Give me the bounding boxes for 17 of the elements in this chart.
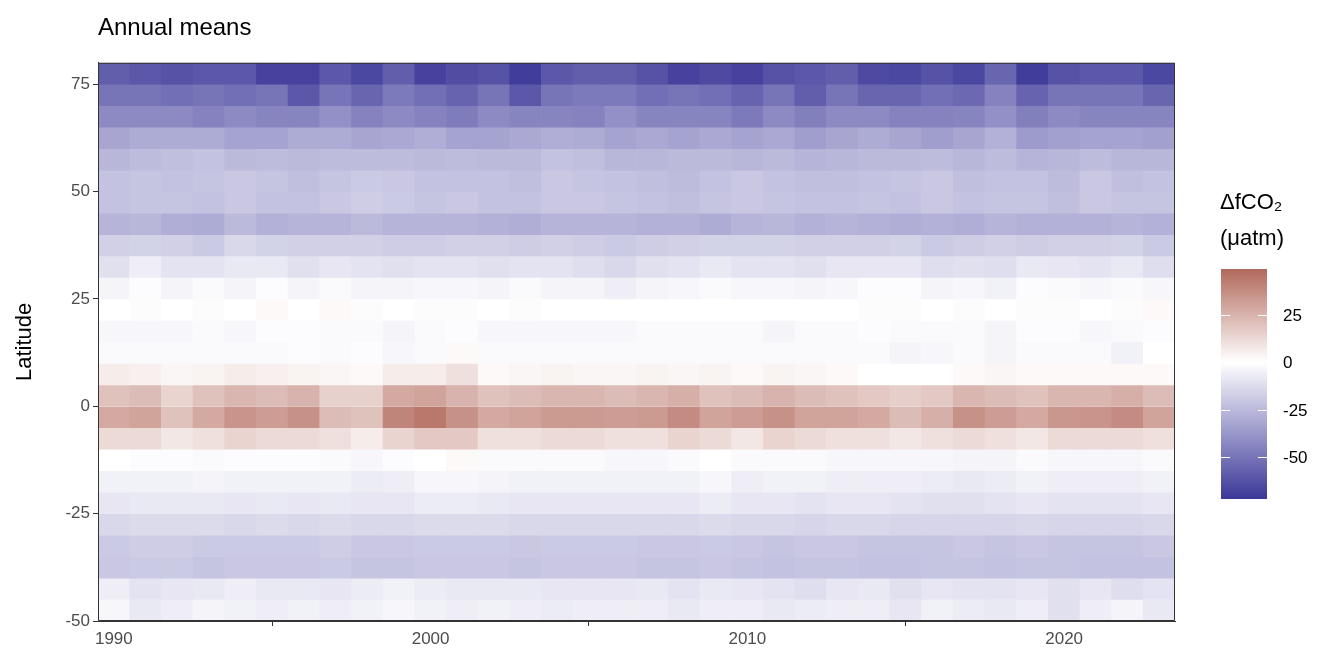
color-bar-label: 0 [1283, 353, 1293, 373]
color-bar-title: ΔfCO₂ (μatm) [1220, 188, 1285, 250]
color-bar-label: -25 [1283, 401, 1308, 421]
y-tick-label: 75 [71, 73, 90, 93]
chart-title: Annual means [98, 13, 252, 41]
y-axis-title: Latitude [11, 302, 37, 382]
x-tick-label: 2010 [728, 628, 767, 648]
color-bar-label: -50 [1283, 448, 1308, 468]
y-tick-label: -50 [65, 610, 90, 630]
x-tick-label: 2000 [411, 628, 450, 648]
y-tick-label: 0 [80, 396, 90, 415]
x-tick-label: 1990 [94, 628, 133, 648]
color-bar-label: 25 [1283, 306, 1302, 326]
x-tick-label: 2020 [1045, 628, 1084, 648]
y-tick-label: 25 [71, 288, 90, 308]
y-tick-label: 50 [71, 181, 90, 201]
y-tick-label: -25 [65, 503, 90, 523]
